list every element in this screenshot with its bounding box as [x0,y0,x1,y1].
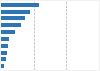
Bar [1,44,8,48]
Bar [1,50,7,55]
Bar [1,57,6,61]
Bar [1,37,10,41]
Bar [1,30,15,34]
Bar [1,3,39,7]
Bar [1,10,30,14]
Bar [1,23,21,27]
Bar [1,16,24,21]
Bar [1,64,4,68]
